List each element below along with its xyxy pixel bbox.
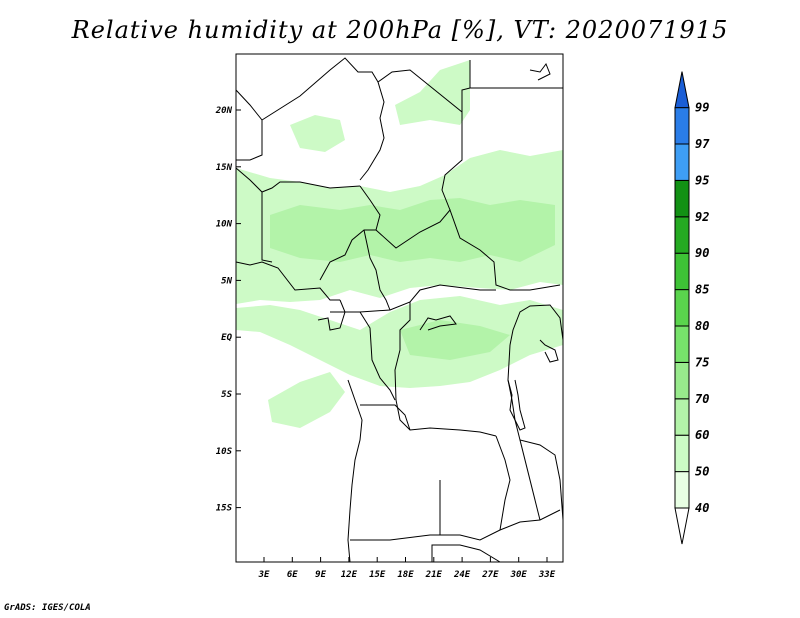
colorbar-swatch [674,434,690,473]
border-path [377,69,463,211]
border-path [330,284,496,313]
border-path [360,404,411,431]
border-path [375,209,561,291]
border-path [539,339,559,363]
border-path [519,439,541,521]
lat-tick-label: 5N [221,276,232,286]
colorbar-level-label: 90 [695,246,709,260]
grads-credit: GrADS: IGES/COLA [4,603,91,613]
colorbar-swatch [674,252,690,291]
border-path [495,435,511,531]
colorbar-swatch [674,216,690,254]
border-path [439,480,561,541]
colorbar-swatch [674,107,690,145]
colorbar-level-label: 92 [695,210,709,224]
colorbar-level-label: 50 [695,465,709,479]
colorbar-level-label: 95 [695,173,709,187]
border-path [359,311,396,401]
lon-tick-label: 6E [287,570,298,580]
colorbar-level-label: 40 [695,501,709,515]
lon-tick-label: 33E [538,570,556,580]
lon-tick-label: 15E [369,570,386,580]
humidity-band-north-upper [395,60,470,125]
colorbar-level-label: 70 [695,392,709,406]
humidity-patch-medium-central [400,320,510,360]
border-path [235,261,340,301]
colorbar-level-label: 80 [695,319,709,333]
humidity-shading [236,60,563,428]
latitude-axis: 20N 15N 10N 5N EQ 5S 10S 15S [215,106,241,514]
border-path [431,544,501,563]
colorbar-level-label: 60 [695,428,709,442]
colorbar-swatch [674,471,690,509]
colorbar-swatch [674,143,690,181]
colorbar-level-label: 75 [695,355,709,369]
lat-tick-label: 5S [221,390,232,400]
country-borders [235,57,564,563]
lon-tick-label: 9E [315,570,326,580]
humidity-patch-medium-north [270,198,555,262]
border-path [529,62,551,81]
border-path [363,229,391,311]
colorbar-swatch [674,325,690,363]
lat-tick-label: 20N [215,106,233,116]
humidity-patch-sahara [290,115,345,152]
lon-tick-label: 3E [258,570,270,580]
colorbar-swatch [674,179,690,218]
border-path [509,304,564,346]
colorbar-level-label: 85 [695,283,709,297]
lat-tick-label: 10N [216,220,233,230]
lon-tick-label: 21E [425,570,443,580]
lon-tick-label: 18E [397,570,414,580]
colorbar-swatch [674,361,690,400]
border-path [347,379,363,563]
border-path [350,534,440,541]
lon-tick-label: 27E [481,570,499,580]
lon-tick-label: 30E [510,570,528,580]
border-path [394,302,497,437]
lat-tick-label: 15S [216,504,233,514]
border-path [317,299,346,331]
border-path [507,344,564,521]
map-frame [235,53,564,563]
colorbar-under-triangle [674,507,690,545]
lat-tick-label: EQ [221,333,232,343]
colorbar-level-label: 97 [695,137,710,151]
border-path [419,315,457,331]
lat-tick-label: 10S [216,447,233,457]
lon-tick-label: 24E [453,570,471,580]
colorbar: 40 50 60 70 75 80 85 90 92 95 97 99 [674,71,710,545]
border-path [235,167,361,193]
colorbar-level-label: 99 [695,101,709,115]
border-path [261,192,273,263]
border-path [507,379,526,431]
colorbar-swatch [674,289,690,327]
lon-tick-label: 12E [341,570,358,580]
colorbar-swatch [674,398,690,436]
border-path [235,89,263,161]
lat-tick-label: 15N [216,163,233,173]
map-title: Relative humidity at 200hPa [%], VT: 202… [71,16,729,44]
humidity-band-southwest [268,372,345,428]
border-path [461,87,471,112]
longitude-axis: 3E 6E 9E 12E 15E 18E 21E 24E 27E 30E 33E [258,557,556,580]
colorbar-over-triangle [674,71,690,109]
